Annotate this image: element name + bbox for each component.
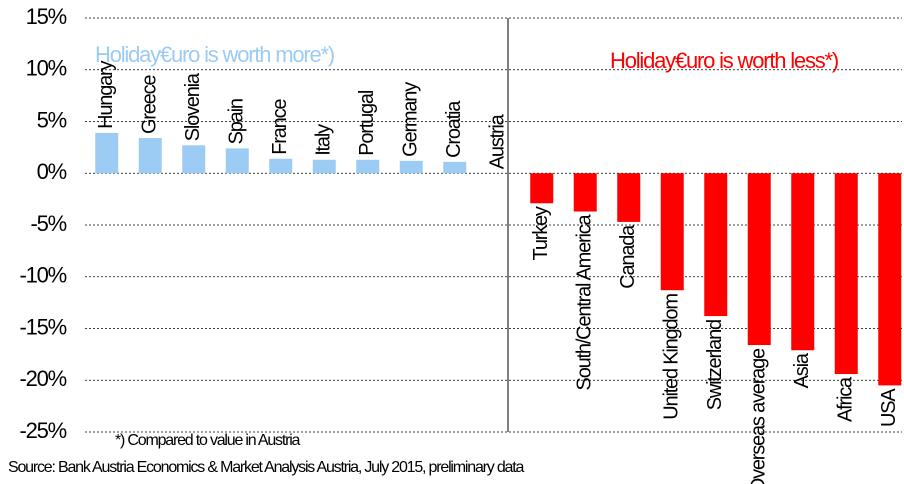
bar <box>704 173 728 317</box>
y-tick-label: -25% <box>19 418 66 443</box>
bar <box>834 173 858 375</box>
bar <box>356 159 380 174</box>
bar <box>747 173 771 346</box>
x-tick-label: Greece <box>139 75 161 134</box>
y-tick-label: -20% <box>19 366 66 391</box>
x-tick-label: France <box>269 99 291 155</box>
x-tick-label: Austria <box>487 113 509 169</box>
x-tick-label: Spain <box>226 99 248 144</box>
y-tick-label: -15% <box>19 314 66 339</box>
x-tick-label: Croatia <box>443 100 465 158</box>
bar <box>225 148 249 174</box>
bar <box>878 173 902 386</box>
bar <box>660 173 684 291</box>
bar <box>791 173 815 351</box>
bar <box>95 132 119 174</box>
y-tick-label: 10% <box>26 56 67 81</box>
x-tick-label: Hungary <box>95 60 117 128</box>
y-tick-label: -5% <box>30 211 66 236</box>
y-tick-label: 0% <box>37 159 67 184</box>
bar <box>617 173 641 222</box>
bar <box>312 159 336 174</box>
x-tick-label: United Kingdom <box>661 294 683 420</box>
bar <box>573 173 597 212</box>
x-tick-label: Switzerland <box>704 320 726 410</box>
x-tick-label: Slovenia <box>182 72 204 141</box>
y-tick-label: -10% <box>19 263 66 288</box>
x-tick-label: Germany <box>400 82 422 157</box>
x-tick-label: Canada <box>617 224 639 289</box>
footnote: *) Compared to value in Austria <box>115 432 301 449</box>
annotation: Holiday€uro is worth more*) <box>95 42 334 67</box>
annotation: Holiday€uro is worth less*) <box>610 48 838 73</box>
bar <box>182 145 206 174</box>
bar <box>530 173 554 204</box>
bar <box>269 158 293 174</box>
x-tick-label: Asia <box>791 352 813 388</box>
bar <box>138 138 162 174</box>
x-tick-label: Africa <box>835 376 857 422</box>
y-tick-label: 5% <box>37 107 67 132</box>
bar <box>399 160 423 174</box>
x-tick-label: USA <box>878 388 900 427</box>
x-tick-label: South/Central America <box>574 213 596 390</box>
y-tick-label: 15% <box>26 4 67 29</box>
x-tick-label: Overseas average <box>748 348 770 484</box>
x-tick-label: Portugal <box>356 90 378 156</box>
bar <box>443 161 467 174</box>
x-tick-label: Turkey <box>530 206 552 260</box>
x-tick-label: Italy <box>313 124 335 156</box>
source: Source: Bank Austria Economics & Market … <box>8 459 524 476</box>
